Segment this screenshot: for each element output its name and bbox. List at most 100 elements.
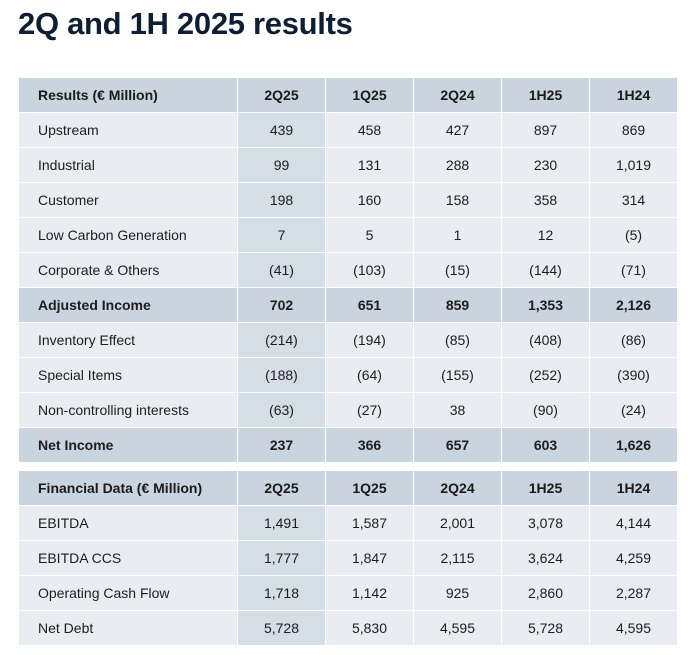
table-row: Industrial 99 131 288 230 1,019 bbox=[18, 147, 678, 183]
table-cell: 230 bbox=[501, 147, 590, 183]
table-cell: (27) bbox=[325, 392, 414, 428]
table-cell: 2,287 bbox=[589, 575, 678, 611]
table-cell: 38 bbox=[413, 392, 502, 428]
table-cell: (194) bbox=[325, 322, 414, 358]
column-header: 1Q25 bbox=[325, 470, 414, 506]
row-label: Special Items bbox=[18, 357, 238, 393]
column-header: 1Q25 bbox=[325, 77, 414, 113]
table-cell: 3,624 bbox=[501, 540, 590, 576]
table-cell: 99 bbox=[237, 147, 326, 183]
table-cell: 859 bbox=[413, 287, 502, 323]
table-cell: 358 bbox=[501, 182, 590, 218]
column-header: Financial Data (€ Million) bbox=[18, 470, 238, 506]
table-cell: 288 bbox=[413, 147, 502, 183]
financial-header-row: Financial Data (€ Million) 2Q25 1Q25 2Q2… bbox=[18, 470, 678, 506]
column-header: 1H24 bbox=[589, 77, 678, 113]
table-cell: 1,847 bbox=[325, 540, 414, 576]
row-label: Upstream bbox=[18, 112, 238, 148]
table-cell: (71) bbox=[589, 252, 678, 288]
table-cell: (64) bbox=[325, 357, 414, 393]
table-cell: 3,078 bbox=[501, 505, 590, 541]
row-label: Low Carbon Generation bbox=[18, 217, 238, 253]
table-cell: (86) bbox=[589, 322, 678, 358]
row-label: Adjusted Income bbox=[18, 287, 238, 323]
table-cell: 1 bbox=[413, 217, 502, 253]
table-cell: 458 bbox=[325, 112, 414, 148]
table-cell: 5,830 bbox=[325, 610, 414, 646]
table-cell: 314 bbox=[589, 182, 678, 218]
table-cell: 4,259 bbox=[589, 540, 678, 576]
table-cell: 439 bbox=[237, 112, 326, 148]
table-cell: 702 bbox=[237, 287, 326, 323]
table-row: Special Items (188) (64) (155) (252) (390) bbox=[18, 357, 678, 393]
row-label: Customer bbox=[18, 182, 238, 218]
table-row: Adjusted Income 702 651 859 1,353 2,126 bbox=[18, 287, 678, 323]
table-cell: 427 bbox=[413, 112, 502, 148]
table-cell: 7 bbox=[237, 217, 326, 253]
results-header-row: Results (€ Million) 2Q25 1Q25 2Q24 1H25 … bbox=[18, 77, 678, 113]
row-label: Operating Cash Flow bbox=[18, 575, 238, 611]
table-cell: (90) bbox=[501, 392, 590, 428]
table-cell: 897 bbox=[501, 112, 590, 148]
table-cell: 237 bbox=[237, 427, 326, 463]
table-cell: 2,115 bbox=[413, 540, 502, 576]
table-row: Corporate & Others (41) (103) (15) (144) (71) bbox=[18, 252, 678, 288]
table-cell: (5) bbox=[589, 217, 678, 253]
table-cell: 603 bbox=[501, 427, 590, 463]
table-cell: 1,718 bbox=[237, 575, 326, 611]
table-cell: 1,777 bbox=[237, 540, 326, 576]
table-cell: 12 bbox=[501, 217, 590, 253]
column-header: 2Q25 bbox=[237, 470, 326, 506]
table-cell: (85) bbox=[413, 322, 502, 358]
table-cell: 2,860 bbox=[501, 575, 590, 611]
row-label: Non-controlling interests bbox=[18, 392, 238, 428]
table-cell: 1,626 bbox=[589, 427, 678, 463]
table-row: EBITDA 1,491 1,587 2,001 3,078 4,144 bbox=[18, 505, 678, 541]
table-cell: (188) bbox=[237, 357, 326, 393]
column-header: Results (€ Million) bbox=[18, 77, 238, 113]
column-header: 2Q24 bbox=[413, 470, 502, 506]
table-cell: 4,595 bbox=[589, 610, 678, 646]
table-row: Upstream 439 458 427 897 869 bbox=[18, 112, 678, 148]
table-cell: (103) bbox=[325, 252, 414, 288]
table-cell: 198 bbox=[237, 182, 326, 218]
table-cell: 4,144 bbox=[589, 505, 678, 541]
table-cell: 5 bbox=[325, 217, 414, 253]
table-row: Net Debt 5,728 5,830 4,595 5,728 4,595 bbox=[18, 610, 678, 646]
row-label: Inventory Effect bbox=[18, 322, 238, 358]
table-row: EBITDA CCS 1,777 1,847 2,115 3,624 4,259 bbox=[18, 540, 678, 576]
row-label: Net Income bbox=[18, 427, 238, 463]
row-label: Corporate & Others bbox=[18, 252, 238, 288]
table-cell: (144) bbox=[501, 252, 590, 288]
table-cell: 657 bbox=[413, 427, 502, 463]
row-label: Net Debt bbox=[18, 610, 238, 646]
table-cell: 366 bbox=[325, 427, 414, 463]
table-cell: 1,019 bbox=[589, 147, 678, 183]
table-row: Customer 198 160 158 358 314 bbox=[18, 182, 678, 218]
table-cell: (252) bbox=[501, 357, 590, 393]
table-cell: 1,353 bbox=[501, 287, 590, 323]
table-row: Non-controlling interests (63) (27) 38 (90)(… bbox=[18, 392, 678, 428]
table-row: Low Carbon Generation 7 5 1 12 (5) bbox=[18, 217, 678, 253]
column-header: 1H25 bbox=[501, 470, 590, 506]
table-cell: 131 bbox=[325, 147, 414, 183]
table-cell: (24) bbox=[589, 392, 678, 428]
table-cell: (155) bbox=[413, 357, 502, 393]
table-cell: 5,728 bbox=[237, 610, 326, 646]
table-cell: 160 bbox=[325, 182, 414, 218]
column-header: 2Q24 bbox=[413, 77, 502, 113]
table-cell: 2,001 bbox=[413, 505, 502, 541]
table-row: Operating Cash Flow 1,718 1,142 925 2,860 2,2… bbox=[18, 575, 678, 611]
results-table: Results (€ Million) 2Q25 1Q25 2Q24 1H25 … bbox=[18, 77, 678, 463]
table-cell: 158 bbox=[413, 182, 502, 218]
table-cell: (214) bbox=[237, 322, 326, 358]
row-label: Industrial bbox=[18, 147, 238, 183]
table-cell: 2,126 bbox=[589, 287, 678, 323]
table-row: Net Income 237 366 657 603 1,626 bbox=[18, 427, 678, 463]
table-cell: 651 bbox=[325, 287, 414, 323]
table-cell: 4,595 bbox=[413, 610, 502, 646]
column-header: 1H24 bbox=[589, 470, 678, 506]
table-cell: 869 bbox=[589, 112, 678, 148]
table-cell: (408) bbox=[501, 322, 590, 358]
